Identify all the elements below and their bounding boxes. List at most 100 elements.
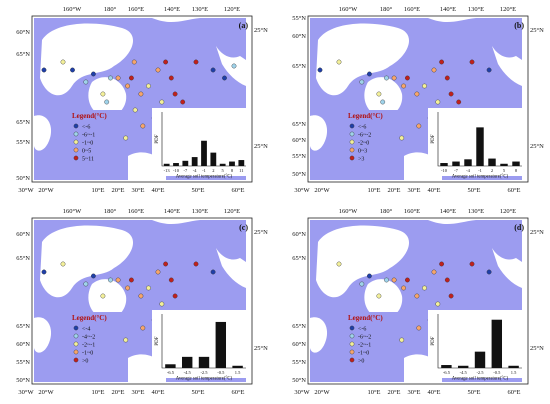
bottom-lon-label: 30°W (18, 389, 34, 396)
histogram-ylabel: PDF (155, 134, 160, 143)
station-marker (115, 75, 121, 81)
top-lon-label: 160°W (339, 208, 358, 215)
histogram-tick-label: -1 (202, 168, 206, 173)
legend-label: <-4 (82, 326, 90, 332)
station-marker (168, 277, 174, 283)
histogram-bar (474, 351, 486, 368)
histogram-tick-label: 2 (491, 168, 493, 173)
legend-label: 5~11 (82, 156, 94, 162)
legend-background (346, 312, 398, 368)
histogram-tick-label: -1 (478, 168, 482, 173)
station-marker (146, 83, 151, 89)
station-marker (469, 261, 475, 267)
bottom-lon-label: 30°W (294, 389, 310, 396)
station-marker (435, 99, 441, 105)
sea-region (34, 317, 52, 353)
histogram-bar (452, 161, 460, 166)
histogram-bar (215, 321, 227, 368)
station-marker (140, 325, 146, 331)
panel-tag: (b) (514, 21, 524, 30)
histogram-tick-label: 8 (231, 168, 234, 173)
station-marker (163, 59, 169, 65)
histogram-inset: -10 -7 -4 -1 2 5 8 Average soil temperature(°C)… (428, 108, 524, 180)
legend-swatch (349, 325, 355, 331)
station-marker (416, 123, 422, 129)
top-lon-label: 120°E (500, 208, 516, 215)
top-lon-label: 180° (104, 208, 117, 215)
station-marker (172, 91, 178, 97)
bottom-lon-label: 30°W (294, 187, 310, 194)
right-lat-label: 25°N (254, 345, 268, 352)
histogram-ylabel: PDF (431, 134, 436, 143)
station-marker (104, 99, 110, 105)
sea-region (216, 46, 246, 86)
legend-label: 0~3 (358, 148, 367, 154)
left-lat-label: 65°N (292, 255, 306, 262)
left-lat-label: 60°N (16, 341, 30, 348)
legend-background (346, 110, 398, 166)
left-lat-label: 65°N (16, 323, 30, 330)
top-lon-label: 160°E (128, 6, 144, 13)
station-marker (336, 261, 342, 267)
legend-swatch (73, 357, 79, 363)
histogram-bar (500, 163, 508, 166)
histogram-tick-label: -4.5 (184, 370, 192, 375)
legend-swatch (349, 357, 355, 363)
top-lon-label: 160°W (339, 6, 358, 13)
histogram-bar (512, 161, 520, 166)
station-marker (100, 293, 106, 299)
legend-label: >0 (358, 358, 364, 364)
station-marker (132, 107, 138, 113)
top-lon-label: 180° (380, 208, 393, 215)
legend-label: -1~0 (82, 140, 93, 146)
histogram-inset: -13 -10 -7 -4 -1 2 5 8 11 Average soil temperatur… (152, 108, 248, 180)
right-lat-label: 25°N (254, 27, 268, 34)
station-marker (399, 135, 405, 141)
top-lon-label: 120°E (500, 6, 516, 13)
station-marker (444, 277, 450, 283)
legend-swatch (73, 139, 79, 145)
histogram-tick-label: -0.5 (493, 370, 501, 375)
right-lat-label: 25°N (530, 143, 544, 150)
sea-region (216, 248, 246, 288)
station-marker (431, 67, 437, 73)
top-lon-label: 130°E (468, 6, 484, 13)
histogram-ylabel: PDF (155, 336, 160, 345)
map-panel-b: (b) 160°W 180° 160°E 140°E 130°E 120°E 25°N 25°N… (292, 6, 544, 194)
top-lon-label: 160°W (63, 208, 82, 215)
left-lat-label: 65°N (16, 51, 30, 58)
legend-label: -6~-2 (358, 132, 371, 138)
legend-label: <-6 (358, 326, 366, 332)
left-lat-label: 50°N (292, 377, 306, 384)
top-lon-label: 130°E (192, 208, 208, 215)
map-frame (307, 15, 529, 183)
histogram-tick-label: -4.5 (460, 370, 468, 375)
legend-label: -1~0 (82, 350, 93, 356)
legend-title: Legend(°C) (348, 314, 383, 322)
bottom-lon-label: 20°W (38, 187, 54, 194)
station-marker (138, 293, 144, 299)
bottom-lon-label: 30°E (407, 389, 420, 396)
station-marker (125, 285, 131, 291)
station-marker (159, 99, 165, 105)
station-marker (100, 91, 106, 97)
histogram-tick-label: -6.5 (443, 370, 451, 375)
histogram-bar (440, 163, 448, 166)
station-marker (317, 67, 323, 73)
histogram-bar (488, 158, 496, 166)
histogram-bar (191, 157, 198, 166)
histogram-xlabel: Average soil temperature(°C) (176, 377, 233, 382)
histogram-bar (219, 163, 226, 166)
left-lat-label: 50°N (16, 377, 30, 384)
legend-swatch (73, 131, 79, 137)
histogram-tick-label: -4 (466, 168, 470, 173)
histogram-bar (181, 356, 193, 368)
station-marker (359, 281, 365, 287)
sea-region (316, 23, 410, 96)
left-lat-label: 55°N (292, 359, 306, 366)
station-marker (384, 277, 389, 283)
station-marker (448, 293, 454, 299)
histogram-tick-label: -4 (193, 168, 197, 173)
